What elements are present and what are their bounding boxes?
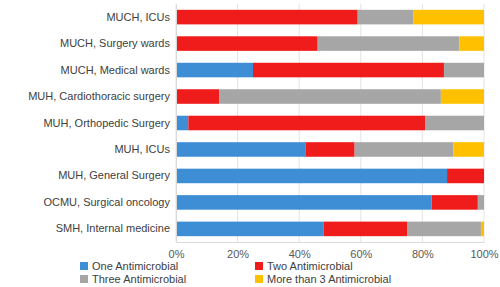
bar-segment [253,63,444,78]
bar-segment [324,222,407,237]
bar-segment [484,63,485,78]
x-tick: 80% [412,242,434,260]
series [176,10,484,236]
bar-segment [459,36,484,51]
legend: One Antimicrobial Two Antimicrobial Three … [80,260,391,285]
bar-segment [176,116,188,131]
y-tick: SMH, Internal medicine [56,222,176,234]
bar-segment [176,195,432,210]
bar-segment [441,89,484,104]
y-tick: MUCH, ICUs [106,11,176,23]
bar-segment [219,89,441,104]
bar-segment [432,195,478,210]
legend-swatch [255,262,263,270]
series [413,10,484,236]
bar-segment [188,116,425,131]
x-tick: 0% [169,242,185,260]
legend-swatch [80,262,88,270]
bar-segment [481,222,484,237]
bar-segment [355,142,454,157]
bar-segment [425,116,484,131]
x-tick-label: 60% [350,248,372,260]
legend-swatch [80,275,88,283]
y-tick-label: MUCH, Surgery wards [60,37,171,49]
bar-segment [413,10,484,25]
bar-segment [447,169,484,184]
bar-segment [484,195,485,210]
bar-segment [478,195,484,210]
x-tick: 60% [350,242,372,260]
x-tick: 20% [227,242,249,260]
bar-segment [305,142,354,157]
bar-segment [176,169,447,184]
y-tick-label: SMH, Internal medicine [56,222,170,234]
bar-segment [484,169,485,184]
x-axis-line [177,242,485,243]
bar-segment [176,10,358,25]
y-axis-line [176,5,177,243]
y-axis: MUCH, ICUs MUCH, Surgery wards MUCH, Medic… [28,5,176,243]
legend-label: More than 3 Antimicrobial [267,273,391,285]
grid [176,4,484,242]
y-tick-label: MUCH, ICUs [106,11,170,23]
legend-item: Three Antimicrobial [80,273,186,285]
legend-swatch [255,275,263,283]
x-tick: 40% [289,242,311,260]
x-axis: 0% 20% 40% 60% 80% 100% [169,242,499,260]
legend-item: One Antimicrobial [80,260,178,272]
y-tick: MUCH, Medical wards [61,64,176,76]
series [219,10,484,236]
y-tick-label: MUCH, Medical wards [61,64,171,76]
x-tick-label: 40% [289,248,311,260]
x-tick-label: 100% [470,248,498,260]
legend-item: Two Antimicrobial [255,260,353,272]
x-tick-label: 20% [227,248,249,260]
y-tick-label: MUH, Cardiothoracic surgery [28,90,170,102]
y-tick-label: OCMU, Surgical oncology [43,196,170,208]
legend-label: One Antimicrobial [92,260,178,272]
bar-segment [444,63,484,78]
y-tick: MUH, General Surgery [58,169,176,181]
y-tick-label: MUH, Orthopedic Surgery [43,117,170,129]
y-tick-label: MUH, General Surgery [58,169,170,181]
bar-segment [176,89,219,104]
chart: 0% 20% 40% 60% 80% 100% MUCH, ICUs MUCH, Surger… [0,0,500,287]
x-tick-label: 0% [169,248,185,260]
x-tick-label: 80% [412,248,434,260]
bar-segment [176,36,318,51]
bar-segment [484,169,485,184]
bar-segment [358,10,413,25]
y-tick-label: MUH, ICUs [114,143,170,155]
bars [176,10,484,236]
y-tick: MUH, ICUs [114,143,176,155]
x-tick: 100% [470,242,498,260]
y-tick: MUCH, Surgery wards [60,37,176,49]
bar-segment [484,116,485,131]
bar-segment [176,142,305,157]
y-tick: MUH, Orthopedic Surgery [43,117,176,129]
legend-item: More than 3 Antimicrobial [255,273,391,285]
bar-segment [176,222,324,237]
bar-segment [176,63,253,78]
bar-segment [407,222,481,237]
y-tick: MUH, Cardiothoracic surgery [28,90,176,102]
y-tick: OCMU, Surgical oncology [43,196,176,208]
bar-segment [318,36,460,51]
legend-label: Three Antimicrobial [92,273,186,285]
legend-label: Two Antimicrobial [267,260,353,272]
grid-line [176,4,177,242]
bar-segment [453,142,484,157]
